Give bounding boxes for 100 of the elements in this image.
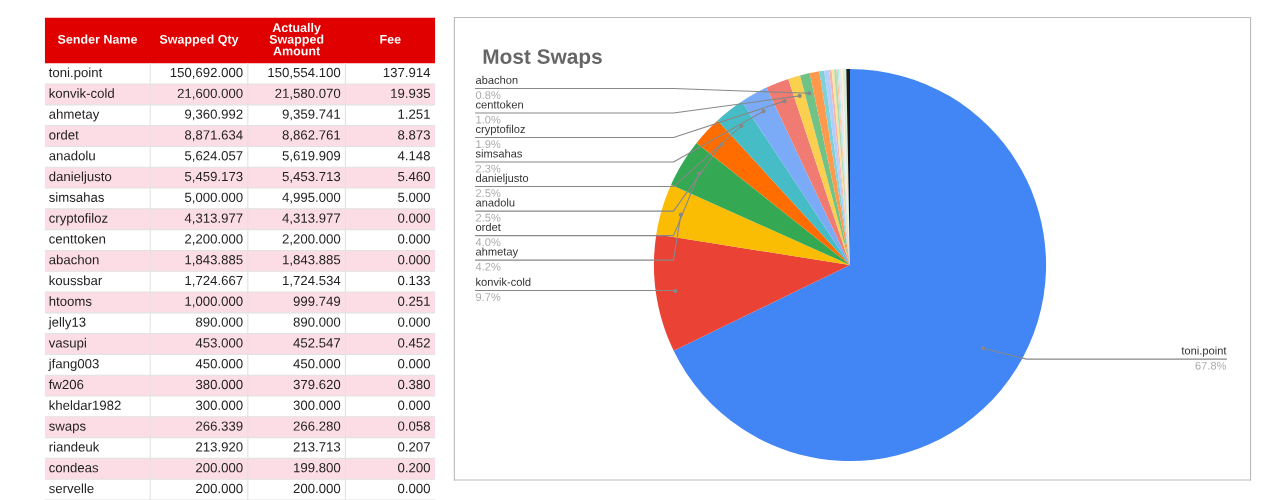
text: 0.058 xyxy=(398,421,430,431)
text: 150,692.000 xyxy=(170,67,243,79)
slice-label: abachon xyxy=(475,75,518,84)
slice-label: danieljusto xyxy=(475,173,529,185)
text: 890.000 xyxy=(293,317,341,327)
slice-label: anadolu xyxy=(475,198,515,207)
data-label: 67.8% xyxy=(1195,361,1227,370)
pie-slice xyxy=(741,87,850,265)
text: centtoken xyxy=(49,233,106,244)
text: 8,871.634 xyxy=(185,130,243,142)
text: simsahas xyxy=(49,192,104,202)
text: 0.380 xyxy=(398,379,430,390)
category-label: Swapped Qty xyxy=(159,34,239,47)
pie-slice xyxy=(673,68,1047,462)
text: 452.547 xyxy=(293,338,341,348)
text: 450.000 xyxy=(195,359,243,369)
text: 453.000 xyxy=(195,338,243,348)
text: 4,995.000 xyxy=(282,192,341,204)
text: 213.713 xyxy=(293,442,341,452)
text: 5,459.173 xyxy=(184,171,243,183)
data-label: 9.7% xyxy=(476,293,501,301)
text: 266.339 xyxy=(196,421,243,431)
text: 0.452 xyxy=(398,338,430,348)
text: 5.000 xyxy=(398,192,430,202)
text: 0.000 xyxy=(398,483,430,494)
text: 379.620 xyxy=(293,379,341,390)
data-label: 1.9% xyxy=(476,140,501,149)
text: 19.935 xyxy=(391,88,430,98)
text: 5,000.000 xyxy=(184,192,243,204)
text: swaps xyxy=(49,423,86,434)
pie-slice xyxy=(696,120,850,265)
pie-slice xyxy=(766,78,850,265)
data-label: 4.2% xyxy=(475,262,501,271)
category-label: Actually Swapped Amount xyxy=(269,22,324,56)
text: 450.000 xyxy=(293,359,341,369)
text: 0.000 xyxy=(398,234,430,244)
text: 5,453.713 xyxy=(282,171,341,183)
text: 0.207 xyxy=(398,442,430,452)
text: 0.133 xyxy=(398,275,430,286)
text: 890.000 xyxy=(196,317,243,327)
chart-title: Most Swaps xyxy=(483,49,602,69)
text: ahmetay xyxy=(49,109,100,122)
text: 8.873 xyxy=(398,130,430,140)
text: 0.000 xyxy=(398,213,430,223)
pie-slice xyxy=(717,101,850,265)
slice-label: cryptofiloz xyxy=(475,124,525,136)
text: 9,359.741 xyxy=(282,109,341,121)
text: 4,313.977 xyxy=(184,213,243,225)
text: 0.200 xyxy=(398,463,430,473)
text: kheldar1982 xyxy=(49,400,121,410)
text: abachon xyxy=(49,254,99,265)
text: 0.000 xyxy=(398,317,430,327)
data-label: 1.0% xyxy=(476,115,501,124)
text: ordet xyxy=(49,129,79,140)
text: 1,724.534 xyxy=(283,275,341,287)
text: 1,843.885 xyxy=(185,255,243,266)
text: 150,554.100 xyxy=(268,67,341,79)
text: jelly13 xyxy=(48,317,86,330)
text: 0.000 xyxy=(398,400,430,410)
text: 137.914 xyxy=(383,67,431,78)
data-label: 0.8% xyxy=(475,91,501,100)
text: toni.point xyxy=(48,67,103,80)
text: 0.251 xyxy=(398,296,430,306)
text: 1,000.000 xyxy=(185,296,243,308)
text: 5,624.057 xyxy=(184,151,243,162)
text: 200.000 xyxy=(196,483,243,494)
text: 1.251 xyxy=(398,109,430,119)
text: 4,313.977 xyxy=(282,213,341,225)
data-label: 4.0% xyxy=(475,238,501,247)
pie-slice xyxy=(656,184,850,265)
text: danieljusto xyxy=(49,171,112,184)
text: vasupi xyxy=(48,337,86,351)
slice-label: konvik-cold xyxy=(476,277,531,286)
text: 9,360.992 xyxy=(185,109,243,121)
text: 1,724.667 xyxy=(185,275,243,287)
category-label: Fee xyxy=(380,35,401,44)
text: koussbar xyxy=(49,275,103,286)
pie-slice xyxy=(788,75,850,265)
text: 5.460 xyxy=(398,171,430,182)
text: 21,600.000 xyxy=(177,88,243,100)
text: 2,200.000 xyxy=(282,234,341,246)
slice-label: toni.point xyxy=(1181,346,1227,357)
text: 2,200.000 xyxy=(185,234,243,246)
text: 300.000 xyxy=(293,400,341,410)
text: anadolu xyxy=(49,150,95,161)
category-label: Sender Name xyxy=(57,34,138,44)
text: riandeuk xyxy=(49,441,100,452)
text: 999.749 xyxy=(293,296,341,306)
text: 200.000 xyxy=(196,463,243,473)
slice-label: ordet xyxy=(475,222,501,232)
slice-label: centtoken xyxy=(475,100,523,109)
text: 5,619.909 xyxy=(282,151,341,162)
text: fw206 xyxy=(48,379,84,390)
text: jfang003 xyxy=(48,358,99,371)
text: 300.000 xyxy=(195,400,243,410)
text: 266.280 xyxy=(293,421,341,431)
text: 21,580.070 xyxy=(275,88,341,100)
text: cryptofiloz xyxy=(49,213,108,226)
text: 4.148 xyxy=(397,151,430,161)
text: 200.000 xyxy=(293,483,341,494)
